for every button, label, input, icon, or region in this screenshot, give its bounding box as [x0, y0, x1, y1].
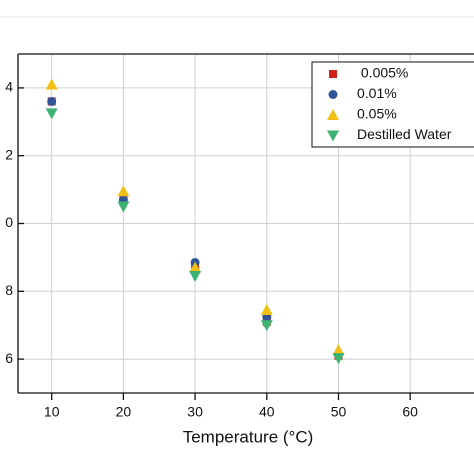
legend-box	[311, 61, 474, 148]
x-tick-label: 40	[259, 404, 275, 420]
x-tick-label: 20	[116, 404, 132, 420]
marker	[329, 70, 337, 78]
x-tick-label: 10	[44, 404, 60, 420]
y-tick-label: 0	[5, 214, 13, 230]
y-tick-label: 4	[5, 79, 13, 95]
marker	[45, 108, 58, 120]
y-tick-label: 6	[5, 350, 13, 366]
marker	[327, 130, 339, 142]
y-tick-label: 2	[5, 146, 13, 162]
marker	[47, 96, 57, 106]
marker	[328, 90, 338, 99]
marker	[189, 271, 202, 283]
x-tick-label: 30	[187, 404, 203, 420]
legend-label: 0.005%	[357, 65, 408, 81]
marker	[45, 78, 58, 90]
y-tick-label: 8	[5, 282, 13, 298]
legend-label: Destilled Water	[357, 126, 452, 142]
marker	[117, 201, 130, 213]
marker	[260, 320, 273, 332]
legend-label: 0.01%	[357, 85, 397, 101]
marker	[260, 303, 273, 315]
marker	[332, 353, 345, 365]
marker	[327, 109, 339, 120]
x-tick-label: 60	[402, 404, 418, 420]
legend-label: 0.05%	[357, 106, 397, 122]
marker	[332, 344, 345, 356]
marker	[117, 185, 130, 197]
x-axis-label: Temperature (°C)	[183, 427, 314, 446]
x-tick-label: 50	[331, 404, 347, 420]
legend: 0.005% 0.01% 0.05% Destilled Water	[311, 61, 474, 148]
marker	[189, 261, 202, 273]
